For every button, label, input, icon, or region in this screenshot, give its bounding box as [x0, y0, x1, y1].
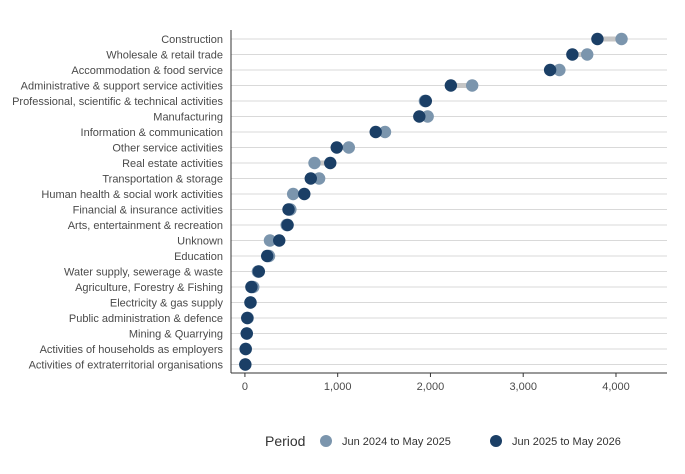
point-series-2	[245, 280, 258, 294]
x-tick-label: 0	[242, 381, 248, 393]
category-label: Public administration & defence	[69, 313, 223, 325]
point-series-2	[260, 249, 274, 263]
point-series-2	[240, 327, 253, 340]
legend-title: Period	[265, 433, 305, 449]
point-series-2	[298, 187, 311, 201]
category-label: Information & communication	[81, 127, 223, 139]
category-label: Financial & insurance activities	[73, 205, 224, 217]
point-series-2	[419, 94, 433, 108]
point-series-2	[239, 358, 252, 371]
category-label: Activities of extraterritorial organisat…	[29, 360, 224, 372]
point-series-2	[281, 218, 294, 232]
point-series-1	[308, 156, 321, 170]
category-label: Construction	[161, 34, 223, 46]
point-series-2	[239, 342, 252, 356]
legend-label-series-1: Jun 2024 to May 2025	[342, 436, 451, 448]
connectors	[245, 36, 622, 367]
category-label: Activities of households as employers	[40, 344, 224, 356]
category-label: Administrative & support service activit…	[21, 81, 224, 93]
category-label: Wholesale & retail trade	[106, 50, 223, 62]
point-series-2	[324, 156, 337, 170]
legend-swatch-series-2	[490, 435, 502, 447]
category-labels: Construction Wholesale & retail trade Acco…	[12, 34, 223, 372]
axes	[230, 30, 667, 374]
legend: Period Jun 2024 to May 2025 Jun 2025 to …	[265, 433, 621, 449]
legend-label-series-2: Jun 2025 to May 2026	[512, 436, 621, 448]
category-label: Other service activities	[112, 143, 223, 155]
point-series-2	[369, 125, 382, 139]
legend-swatch-series-1	[320, 435, 332, 447]
point-series-1	[581, 48, 594, 61]
point-series-1	[615, 32, 628, 46]
category-label: Real estate activities	[122, 158, 223, 170]
category-label: Unknown	[177, 236, 223, 248]
category-label: Accommodation & food service	[71, 65, 223, 77]
category-label: Human health & social work activities	[41, 189, 223, 201]
point-series-2	[330, 141, 343, 154]
x-tick-label: 1,000	[324, 381, 352, 393]
category-label: Transportation & storage	[102, 174, 223, 186]
point-series-1	[342, 141, 356, 154]
point-series-2	[252, 265, 266, 278]
x-tick-label: 4,000	[602, 381, 630, 393]
category-label: Mining & Quarrying	[129, 329, 223, 341]
x-tick-label: 3,000	[509, 381, 537, 393]
category-label: Manufacturing	[153, 112, 223, 124]
point-series-2	[566, 48, 579, 61]
category-label: Education	[174, 251, 223, 263]
x-tick-label: 2,000	[417, 381, 445, 393]
point-series-2	[273, 234, 286, 247]
category-label: Electricity & gas supply	[110, 298, 224, 310]
point-series-1	[553, 63, 566, 77]
point-series-2	[444, 79, 458, 92]
point-series-2	[304, 172, 317, 185]
category-label: Professional, scientific & technical act…	[12, 96, 223, 108]
point-series-1	[263, 234, 277, 247]
point-series-1	[465, 79, 479, 92]
category-label: Arts, entertainment & recreation	[68, 220, 223, 232]
point-series-1	[286, 187, 300, 201]
data-points	[239, 32, 628, 371]
point-series-2	[413, 110, 426, 123]
x-ticks: 0 1,000 2,000 3,000 4,000	[242, 373, 630, 393]
category-label: Water supply, sewerage & waste	[64, 267, 223, 279]
point-series-2	[241, 311, 254, 325]
point-series-2	[244, 296, 257, 309]
point-series-2	[282, 203, 295, 216]
point-series-2	[543, 63, 557, 77]
point-series-2	[591, 32, 604, 46]
category-label: Agriculture, Forestry & Fishing	[75, 282, 223, 294]
point-series-1	[378, 125, 392, 139]
